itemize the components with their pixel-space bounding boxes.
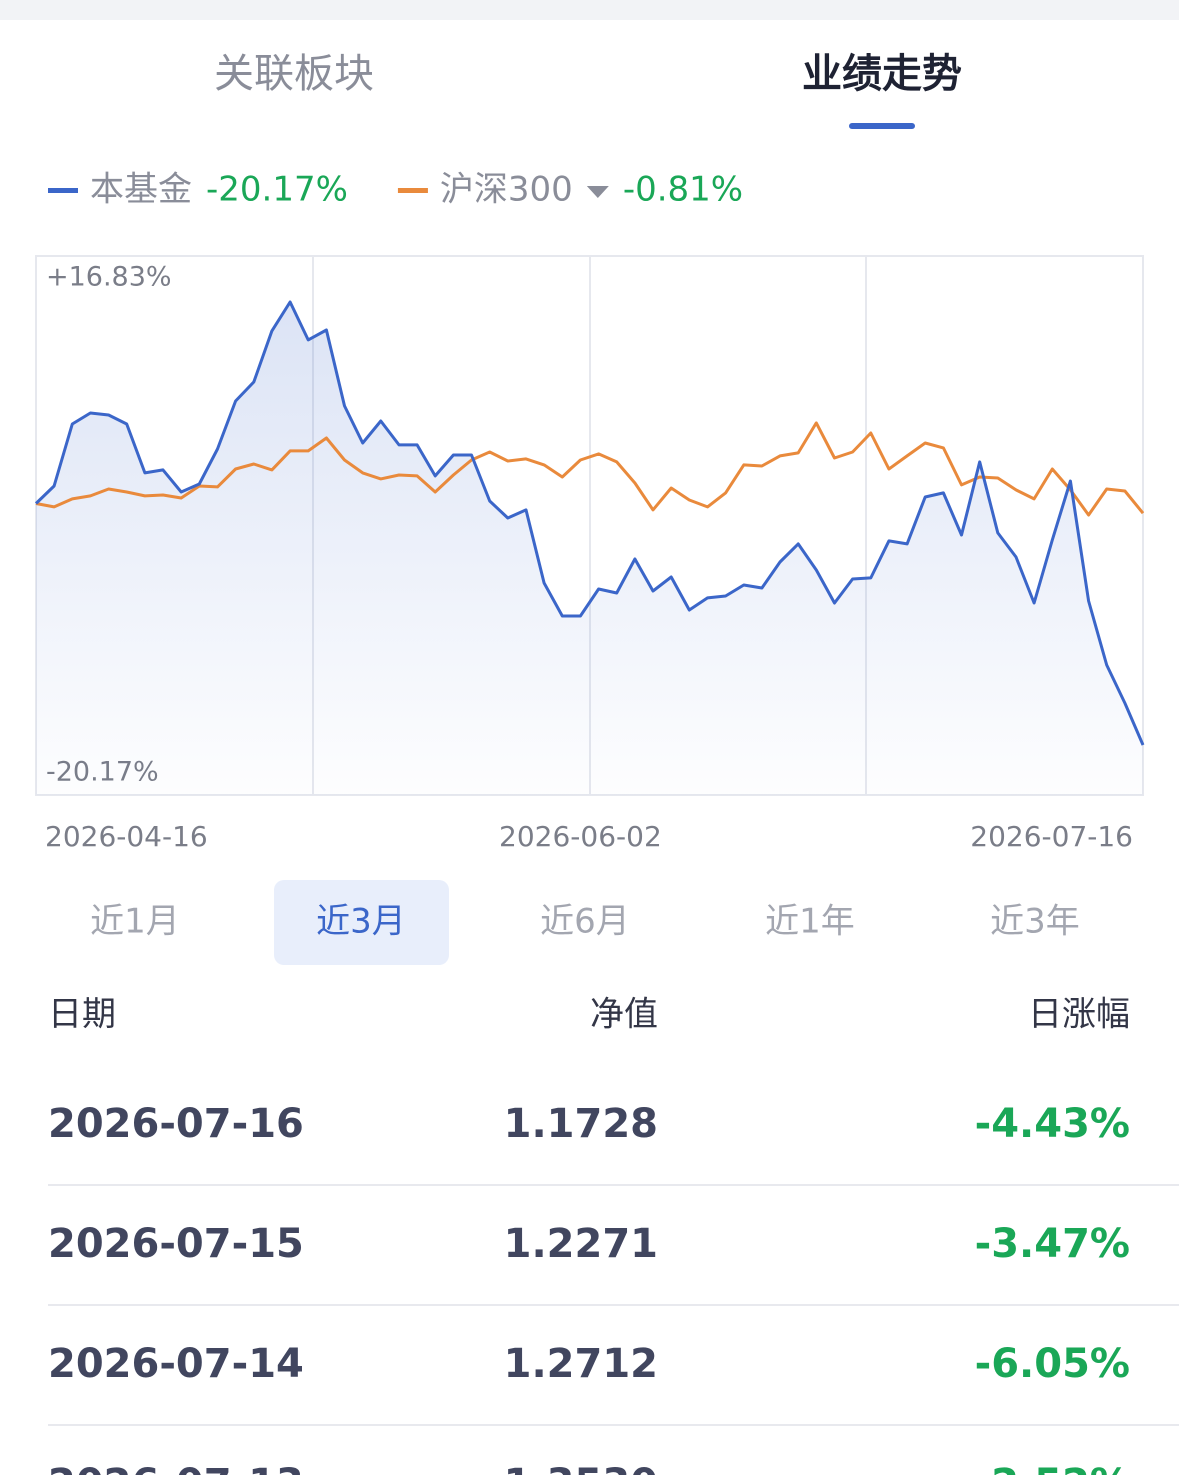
range-button[interactable]: 近3年 xyxy=(990,902,1080,942)
range-button[interactable]: 近1年 xyxy=(765,902,855,942)
fund-area xyxy=(36,302,1143,795)
y-tick-label: +16.83% xyxy=(46,261,172,292)
tab[interactable]: 关联板块 xyxy=(214,51,374,97)
range-active-bg xyxy=(274,880,449,965)
table-cell: -4.43% xyxy=(975,1101,1130,1147)
table-header: 日涨幅 xyxy=(1028,995,1130,1035)
table-header: 日期 xyxy=(48,995,116,1035)
legend-dropdown[interactable] xyxy=(586,186,609,198)
table-cell: 2026-07-15 xyxy=(48,1221,304,1267)
table-cell: 1.2712 xyxy=(504,1341,658,1387)
range-button[interactable]: 近1月 xyxy=(90,902,180,942)
tab[interactable]: 业绩走势 xyxy=(802,51,962,97)
x-tick-label: 2026-07-16 xyxy=(970,820,1133,853)
x-tick-label: 2026-06-02 xyxy=(499,820,662,853)
legend-swatch xyxy=(397,188,428,193)
table-cell: 2026-07-16 xyxy=(48,1101,304,1147)
legend-value: -0.81% xyxy=(623,170,743,210)
table-cell: -2.52% xyxy=(975,1461,1130,1475)
range-button[interactable]: 近3月 xyxy=(316,902,406,942)
table-cell: 2026-07-14 xyxy=(48,1341,304,1387)
table-cell: 2026-07-13 xyxy=(48,1461,304,1475)
table-cell: -3.47% xyxy=(975,1221,1130,1267)
series-line xyxy=(35,421,1145,517)
series-line xyxy=(34,300,1145,746)
range-button[interactable]: 近6月 xyxy=(540,902,630,942)
legend-name: 本基金 xyxy=(90,170,192,210)
legend-name: 沪深300 xyxy=(440,170,573,210)
x-tick-label: 2026-04-16 xyxy=(45,820,208,853)
table-cell: 1.3530 xyxy=(504,1461,658,1475)
tab-indicator xyxy=(849,123,915,129)
table-cell: -6.05% xyxy=(975,1341,1130,1387)
top-band xyxy=(0,0,1179,20)
legend-swatch xyxy=(48,188,78,193)
table-cell: 1.2271 xyxy=(504,1221,658,1267)
legend-value: -20.17% xyxy=(206,170,348,210)
table-header: 净值 xyxy=(590,995,658,1035)
table-cell: 1.1728 xyxy=(504,1101,658,1147)
